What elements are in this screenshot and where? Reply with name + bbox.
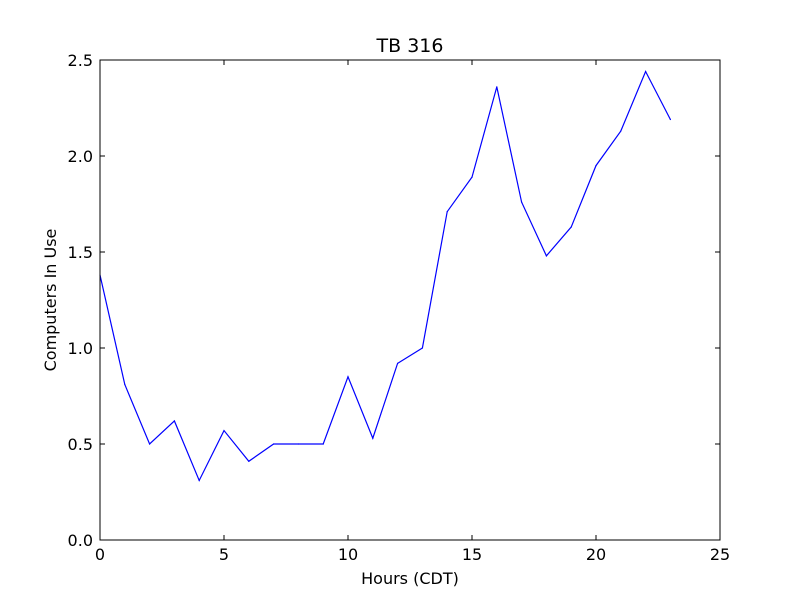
data-point	[645, 70, 647, 73]
data-point	[496, 86, 498, 88]
data-point	[173, 420, 175, 422]
data-point	[570, 226, 572, 228]
data-point	[372, 437, 374, 439]
data-point	[397, 362, 399, 364]
y-tick-label: 2.5	[68, 51, 93, 70]
y-tick-label: 1.5	[68, 243, 93, 262]
x-tick-label: 25	[710, 545, 730, 564]
x-tick-label: 15	[462, 545, 482, 564]
data-point	[669, 118, 672, 121]
data-point	[521, 201, 523, 203]
y-tick-label: 1.0	[68, 339, 93, 358]
x-tick-label: 20	[586, 545, 606, 564]
data-point	[620, 130, 622, 132]
data-point	[347, 376, 349, 378]
y-tick-label: 2.0	[68, 147, 93, 166]
data-point	[223, 429, 225, 432]
y-tick-label: 0.5	[68, 435, 93, 454]
data-point	[471, 176, 473, 178]
x-tick-label: 0	[95, 545, 105, 564]
data-point	[446, 211, 448, 213]
x-tick-label: 10	[338, 545, 358, 564]
data-point	[124, 383, 126, 386]
data-point	[149, 443, 151, 445]
data-point	[545, 255, 548, 257]
y-axis-label: Computers In Use	[41, 229, 60, 372]
x-tick-label: 5	[219, 545, 229, 564]
y-tick-label: 0.0	[68, 531, 93, 550]
data-point	[595, 165, 597, 167]
x-axis-label: Hours (CDT)	[361, 569, 459, 588]
data-point	[322, 443, 324, 445]
data-point	[297, 443, 299, 445]
chart-title: TB 316	[376, 35, 444, 57]
data-point	[248, 460, 250, 462]
plot-frame	[99, 59, 721, 541]
series-line	[99, 70, 671, 482]
data-point	[273, 443, 275, 445]
data-point	[421, 347, 423, 349]
plot-area	[100, 60, 720, 540]
data-point	[198, 479, 200, 482]
